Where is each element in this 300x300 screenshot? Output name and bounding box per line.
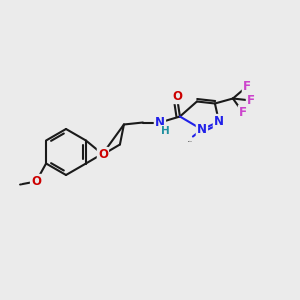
Text: N: N xyxy=(197,123,207,136)
Text: F: F xyxy=(247,94,255,107)
Text: N: N xyxy=(214,115,224,128)
Text: O: O xyxy=(172,90,182,103)
Text: O: O xyxy=(98,148,108,161)
Text: H: H xyxy=(160,125,169,136)
Text: N: N xyxy=(155,116,165,129)
Text: F: F xyxy=(243,80,251,93)
Text: F: F xyxy=(239,106,247,119)
Text: methyl: methyl xyxy=(188,140,193,142)
Text: O: O xyxy=(31,175,41,188)
Text: methoxy: methoxy xyxy=(17,183,23,184)
